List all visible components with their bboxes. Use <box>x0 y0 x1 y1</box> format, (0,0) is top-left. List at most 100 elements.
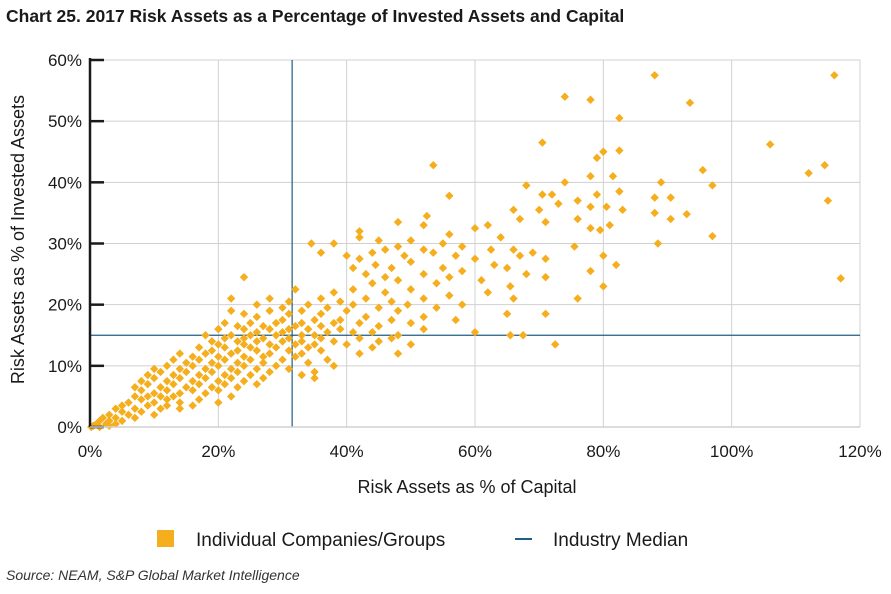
data-point <box>316 294 326 303</box>
data-point <box>515 251 525 260</box>
data-point <box>201 373 210 383</box>
data-point <box>156 383 165 392</box>
data-point <box>284 297 294 306</box>
data-point <box>355 349 364 358</box>
data-point <box>214 376 223 386</box>
data-point <box>342 251 351 260</box>
data-point <box>130 413 140 423</box>
data-point <box>605 220 614 230</box>
data-point <box>303 300 313 309</box>
data-point <box>650 71 659 80</box>
data-point <box>297 349 306 358</box>
data-point <box>560 92 570 101</box>
data-point <box>137 386 146 395</box>
data-point <box>586 266 595 276</box>
data-point <box>278 337 287 346</box>
data-point <box>220 355 229 364</box>
data-point <box>615 146 624 155</box>
data-point <box>194 343 204 352</box>
data-point <box>403 300 412 309</box>
data-point <box>149 373 159 383</box>
data-point <box>194 395 204 404</box>
data-point <box>406 285 416 294</box>
data-point <box>445 230 454 239</box>
data-point <box>259 334 268 343</box>
data-point <box>303 343 313 352</box>
data-point <box>374 236 383 245</box>
data-point <box>226 306 236 315</box>
data-point <box>188 376 197 386</box>
data-point <box>666 193 675 202</box>
data-point <box>650 208 659 218</box>
data-point <box>175 404 185 413</box>
data-point <box>297 306 306 315</box>
data-point <box>105 410 114 419</box>
data-point <box>246 343 255 352</box>
data-point <box>592 153 602 163</box>
data-point <box>271 361 281 371</box>
y-tick-label: 30% <box>48 235 82 254</box>
data-point <box>239 376 249 386</box>
data-point <box>541 272 550 282</box>
data-point <box>457 266 467 276</box>
y-tick-label: 40% <box>48 173 82 192</box>
data-point <box>586 224 595 233</box>
data-point <box>226 373 236 383</box>
data-point <box>175 349 185 358</box>
data-point <box>509 245 518 254</box>
data-point <box>169 379 178 389</box>
data-point <box>348 263 358 273</box>
data-point <box>470 224 480 233</box>
data-point <box>336 324 345 334</box>
data-point <box>429 248 438 257</box>
data-point <box>278 355 287 364</box>
data-point <box>368 279 377 288</box>
data-point <box>271 318 281 328</box>
data-point <box>682 209 691 219</box>
data-point <box>246 355 255 364</box>
data-point <box>201 331 210 340</box>
data-point <box>310 315 319 325</box>
data-point <box>387 334 396 343</box>
data-point <box>380 288 390 297</box>
data-point <box>836 274 845 283</box>
data-point <box>355 227 364 236</box>
source-note: Source: NEAM, S&P Global Market Intellig… <box>6 567 300 583</box>
x-axis-title: Risk Assets as % of Capital <box>357 477 576 497</box>
x-tick-label: 20% <box>201 442 235 461</box>
legend-label-companies: Individual Companies/Groups <box>196 530 445 551</box>
data-point <box>149 398 159 407</box>
data-point <box>457 300 467 309</box>
data-point <box>149 364 159 374</box>
data-point <box>182 358 191 367</box>
data-point <box>336 315 345 325</box>
data-point <box>551 340 560 349</box>
data-point <box>348 327 358 337</box>
data-point <box>586 95 595 104</box>
data-point <box>451 251 460 260</box>
data-point <box>323 327 332 337</box>
data-point <box>252 312 262 322</box>
data-point <box>220 318 229 328</box>
data-point <box>303 324 313 334</box>
data-point <box>406 236 416 245</box>
data-point <box>490 260 499 270</box>
data-point <box>284 334 294 343</box>
data-point <box>355 233 364 242</box>
data-point <box>162 386 172 395</box>
data-point <box>259 373 268 383</box>
data-point <box>175 373 185 383</box>
data-points <box>87 71 845 432</box>
legend: Individual Companies/Groups Industry Med… <box>157 530 688 551</box>
data-point <box>220 370 229 380</box>
legend-label-median: Industry Median <box>553 530 688 551</box>
data-point <box>105 421 114 430</box>
data-point <box>608 172 618 181</box>
data-point <box>406 318 416 328</box>
data-point <box>406 257 416 267</box>
data-point <box>477 276 486 285</box>
data-point <box>284 364 294 374</box>
data-point <box>342 306 351 315</box>
data-point <box>406 340 416 349</box>
